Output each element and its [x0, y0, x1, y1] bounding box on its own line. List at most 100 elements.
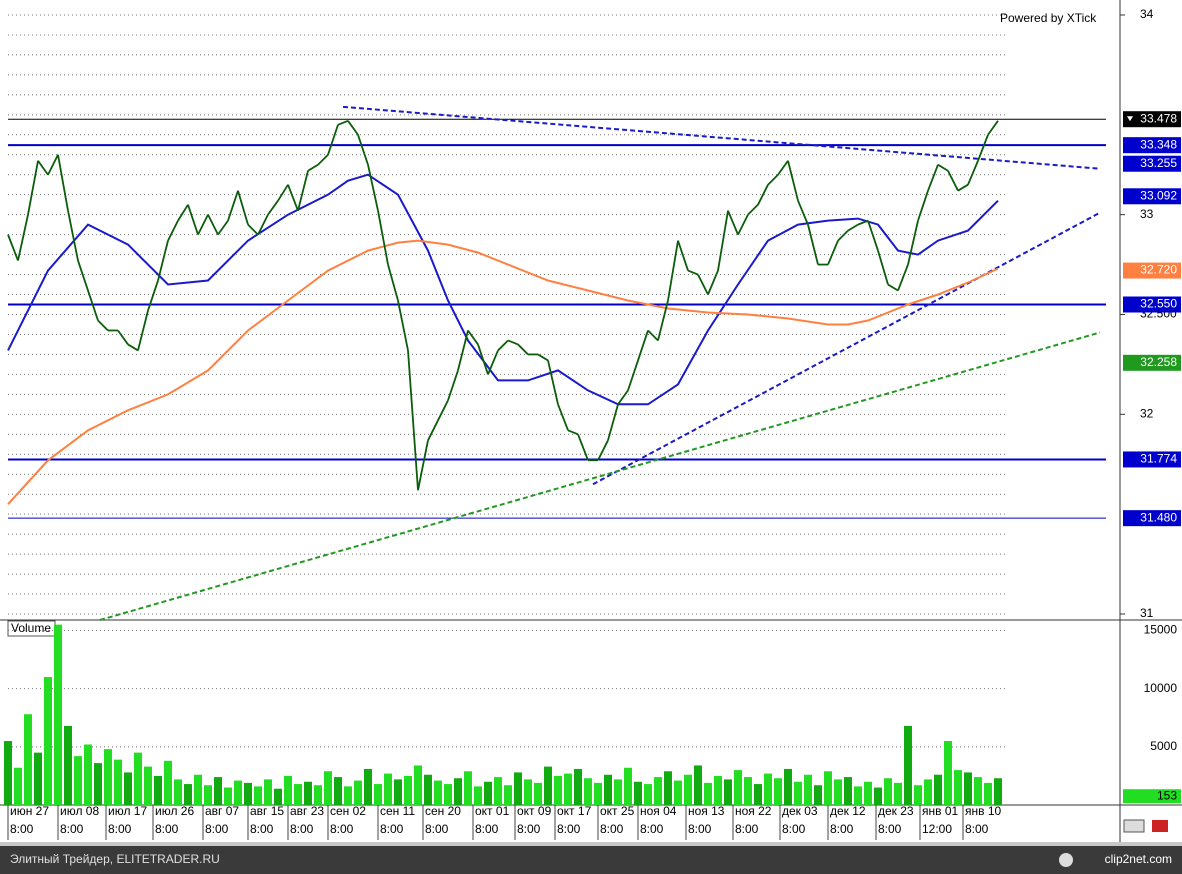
x-tick-label: ноя 04 [640, 804, 677, 818]
price-bar [177, 204, 189, 222]
price-bar [657, 300, 669, 341]
volume-bar [504, 785, 512, 805]
volume-bar [424, 774, 432, 805]
price-bar [267, 200, 279, 216]
price-bar [407, 350, 419, 491]
price-bar [597, 439, 609, 461]
price-bar [857, 219, 869, 226]
volume-bar [74, 756, 82, 805]
volume-bar [824, 771, 832, 805]
volume-bar [774, 778, 782, 805]
price-bar [507, 339, 519, 346]
volume-bar [704, 782, 712, 805]
volume-bar [364, 768, 372, 805]
price-marker-label: 33.348 [1140, 137, 1177, 151]
price-bar [747, 204, 759, 216]
x-time-label: 8:00 [155, 822, 179, 836]
price-bar [247, 224, 259, 236]
volume-bar [934, 774, 942, 805]
volume-bar [174, 779, 182, 805]
price-bar [567, 429, 579, 436]
marker-arrow [1127, 116, 1133, 122]
price-bar [87, 290, 99, 321]
volume-bar [34, 752, 42, 805]
price-bar [797, 200, 809, 225]
price-bar [337, 119, 349, 126]
price-bar [67, 210, 79, 261]
price-bar [957, 183, 969, 192]
x-time-label: 8:00 [735, 822, 759, 836]
y-tick-label: 33 [1140, 207, 1154, 221]
price-bar [397, 300, 409, 351]
price-bar [427, 419, 439, 441]
volume-bar [694, 765, 702, 805]
volume-bar [14, 767, 22, 805]
volume-bar [944, 741, 952, 805]
volume-bar [464, 771, 472, 805]
price-bar [467, 329, 479, 345]
volume-bar [994, 778, 1002, 805]
volume-bar [524, 779, 532, 805]
volume-bar [544, 766, 552, 805]
x-tick-label: июл 08 [60, 804, 99, 818]
volume-bar [84, 744, 92, 805]
price-bar [767, 174, 779, 186]
price-bar [847, 223, 859, 232]
price-bar [477, 344, 489, 375]
x-time-label: 8:00 [557, 822, 581, 836]
price-marker-label: 32.550 [1140, 297, 1177, 311]
volume-title: Volume [11, 621, 51, 635]
x-tick-label: сен 11 [380, 804, 415, 818]
volume-bar [194, 774, 202, 805]
volume-bar [724, 779, 732, 805]
price-marker [1123, 296, 1181, 313]
price-bar [947, 170, 959, 192]
price-marker-label: 31.774 [1140, 452, 1177, 466]
price-bar [167, 220, 179, 242]
price-bar [967, 160, 979, 186]
x-tick-label: авг 07 [205, 804, 239, 818]
volume-bar [114, 759, 122, 805]
volume-bar [404, 775, 412, 805]
footer [0, 846, 1182, 874]
price-bar [7, 234, 19, 261]
x-tick-label: сен 02 [330, 804, 366, 818]
price-bar [117, 329, 129, 345]
price-bar [217, 220, 229, 236]
price-bar [987, 120, 999, 136]
price-marker [1123, 510, 1181, 527]
price-bar [277, 184, 289, 202]
price-bar [687, 269, 699, 276]
volume-bar [224, 787, 232, 805]
price-bar [837, 229, 849, 242]
price-bar [977, 134, 989, 162]
volume-bar [744, 777, 752, 805]
icon[interactable] [1123, 819, 1145, 833]
price-bar [897, 264, 909, 291]
x-tick-label: авг 15 [250, 804, 284, 818]
x-tick-label: дек 23 [878, 804, 914, 818]
price-bar [207, 214, 219, 236]
volume-bar [604, 774, 612, 805]
price-bar [27, 160, 39, 215]
price-marker-label: 32.258 [1140, 355, 1177, 369]
price-bar [577, 433, 589, 461]
x-time-label: 8:00 [475, 822, 499, 836]
volume-bar [614, 779, 622, 805]
price-bar [287, 184, 299, 211]
price-bar [607, 404, 619, 441]
annotation: Powered by XTick [1000, 11, 1097, 25]
price-bar [37, 160, 49, 176]
x-time-label: 8:00 [878, 822, 902, 836]
price-bar [157, 240, 169, 281]
volume-bar [244, 782, 252, 805]
price-bar [147, 280, 159, 311]
price-bar [667, 240, 679, 301]
price-bar [737, 214, 749, 236]
x-time-label: 8:00 [330, 822, 354, 836]
volume-bar [294, 784, 302, 805]
icon[interactable] [1152, 820, 1168, 832]
volume-bar [884, 778, 892, 805]
volume-bar [184, 784, 192, 805]
volume-bar [714, 775, 722, 805]
